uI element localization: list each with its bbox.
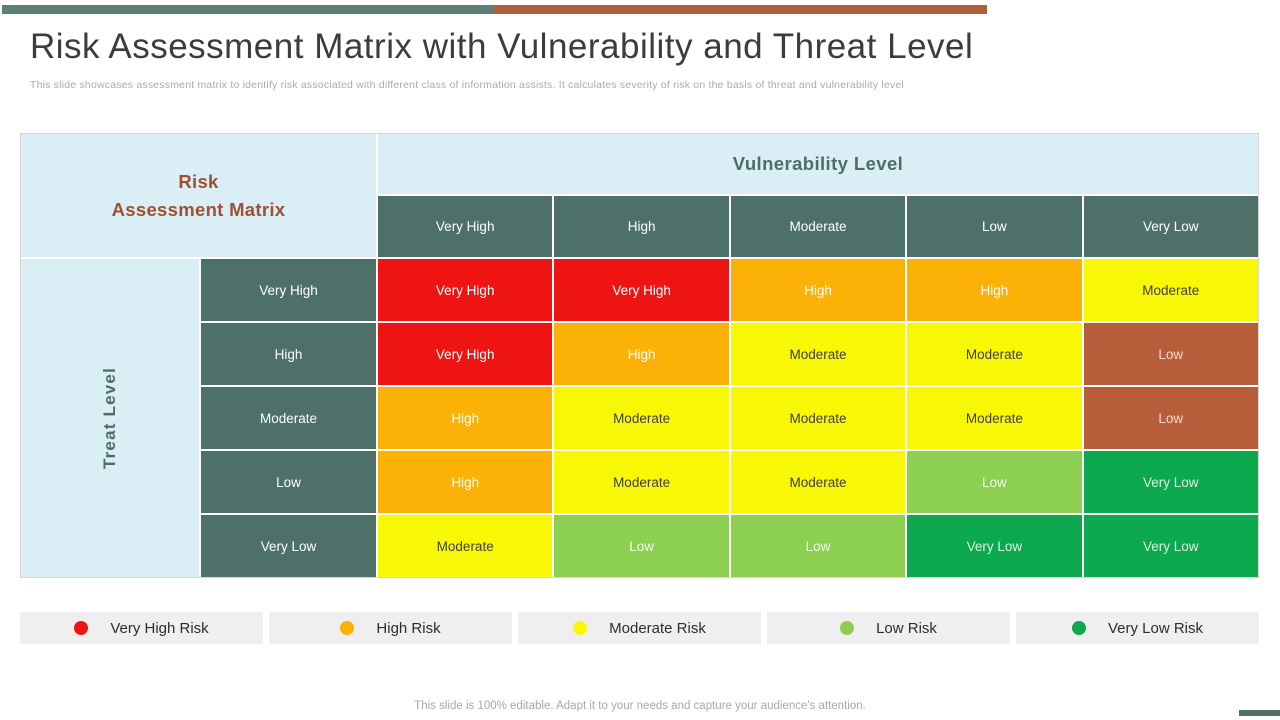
matrix-cell: Very Low [907, 515, 1082, 577]
matrix-cell: Moderate [907, 387, 1082, 449]
threat-level-axis: Treat Level [21, 259, 199, 577]
legend-item-label: Moderate Risk [609, 619, 706, 637]
matrix-cell: Moderate [378, 515, 553, 577]
threat-row-header: Very High [201, 259, 376, 321]
matrix-cell: High [554, 323, 729, 385]
risk-matrix-table: Risk Assessment Matrix Vulnerability Lev… [20, 133, 1259, 578]
risk-legend: Very High Risk High Risk Moderate Risk Low … [20, 612, 1259, 644]
threat-level-axis-label: Treat Level [100, 366, 119, 470]
vulnerability-col-header: Very Low [1083, 196, 1258, 257]
matrix-cell: Low [1083, 323, 1258, 385]
legend-item: Very Low Risk [1016, 612, 1259, 644]
legend-color-dot-icon [573, 621, 588, 635]
matrix-cell: High [378, 451, 553, 513]
threat-row-header: High [201, 323, 376, 385]
vulnerability-col-header: High [554, 196, 729, 257]
top-accent-bar-rust [493, 5, 987, 14]
matrix-cell: Very Low [1083, 451, 1258, 513]
vulnerability-col-header: Low [907, 196, 1082, 257]
vulnerability-col-header: Very High [378, 196, 553, 257]
matrix-cell: Very Low [1083, 515, 1258, 577]
legend-item: Very High Risk [20, 612, 263, 644]
legend-color-dot-icon [1071, 621, 1086, 635]
threat-row-header: Low [201, 451, 376, 513]
threat-row-header: Very Low [201, 515, 376, 577]
matrix-cell: Moderate [554, 451, 729, 513]
matrix-cell: Low [1083, 387, 1258, 449]
vulnerability-col-header: Moderate [730, 196, 906, 257]
legend-item-label: High Risk [376, 619, 441, 637]
matrix-cell: Very High [378, 323, 553, 385]
legend-color-dot-icon [74, 621, 89, 635]
bottom-corner-accent-bar [1239, 710, 1280, 716]
matrix-cell: Moderate [730, 387, 906, 449]
legend-item-label: Very Low Risk [1107, 619, 1204, 637]
top-accent-bar-teal [2, 5, 493, 14]
matrix-cell: High [730, 259, 906, 321]
threat-row-header: Moderate [201, 387, 376, 449]
page-title: Risk Assessment Matrix with Vulnerabilit… [30, 27, 974, 66]
legend-item: Moderate Risk [518, 612, 761, 644]
matrix-cell: Moderate [554, 387, 729, 449]
matrix-cell: Moderate [730, 323, 906, 385]
vulnerability-level-header: Vulnerability Level [378, 134, 1258, 194]
legend-color-dot-icon [340, 621, 355, 635]
matrix-corner-label: Risk Assessment Matrix [21, 134, 376, 257]
legend-item: Low Risk [767, 612, 1010, 644]
matrix-cell: High [378, 387, 553, 449]
matrix-cell: Very High [378, 259, 553, 321]
legend-item-label: Low Risk [876, 619, 937, 637]
legend-color-dot-icon [840, 621, 855, 635]
matrix-cell: Moderate [907, 323, 1082, 385]
matrix-cell: High [907, 259, 1082, 321]
page-subtitle: This slide showcases assessment matrix t… [30, 79, 904, 91]
footer-note: This slide is 100% editable. Adapt it to… [414, 700, 866, 712]
matrix-cell: Low [907, 451, 1082, 513]
legend-item: High Risk [269, 612, 512, 644]
matrix-cell: Moderate [1083, 259, 1258, 321]
legend-item-label: Very High Risk [110, 619, 209, 637]
matrix-cell: Low [554, 515, 729, 577]
matrix-cell: Moderate [730, 451, 906, 513]
matrix-cell: Very High [554, 259, 729, 321]
matrix-cell: Low [730, 515, 906, 577]
